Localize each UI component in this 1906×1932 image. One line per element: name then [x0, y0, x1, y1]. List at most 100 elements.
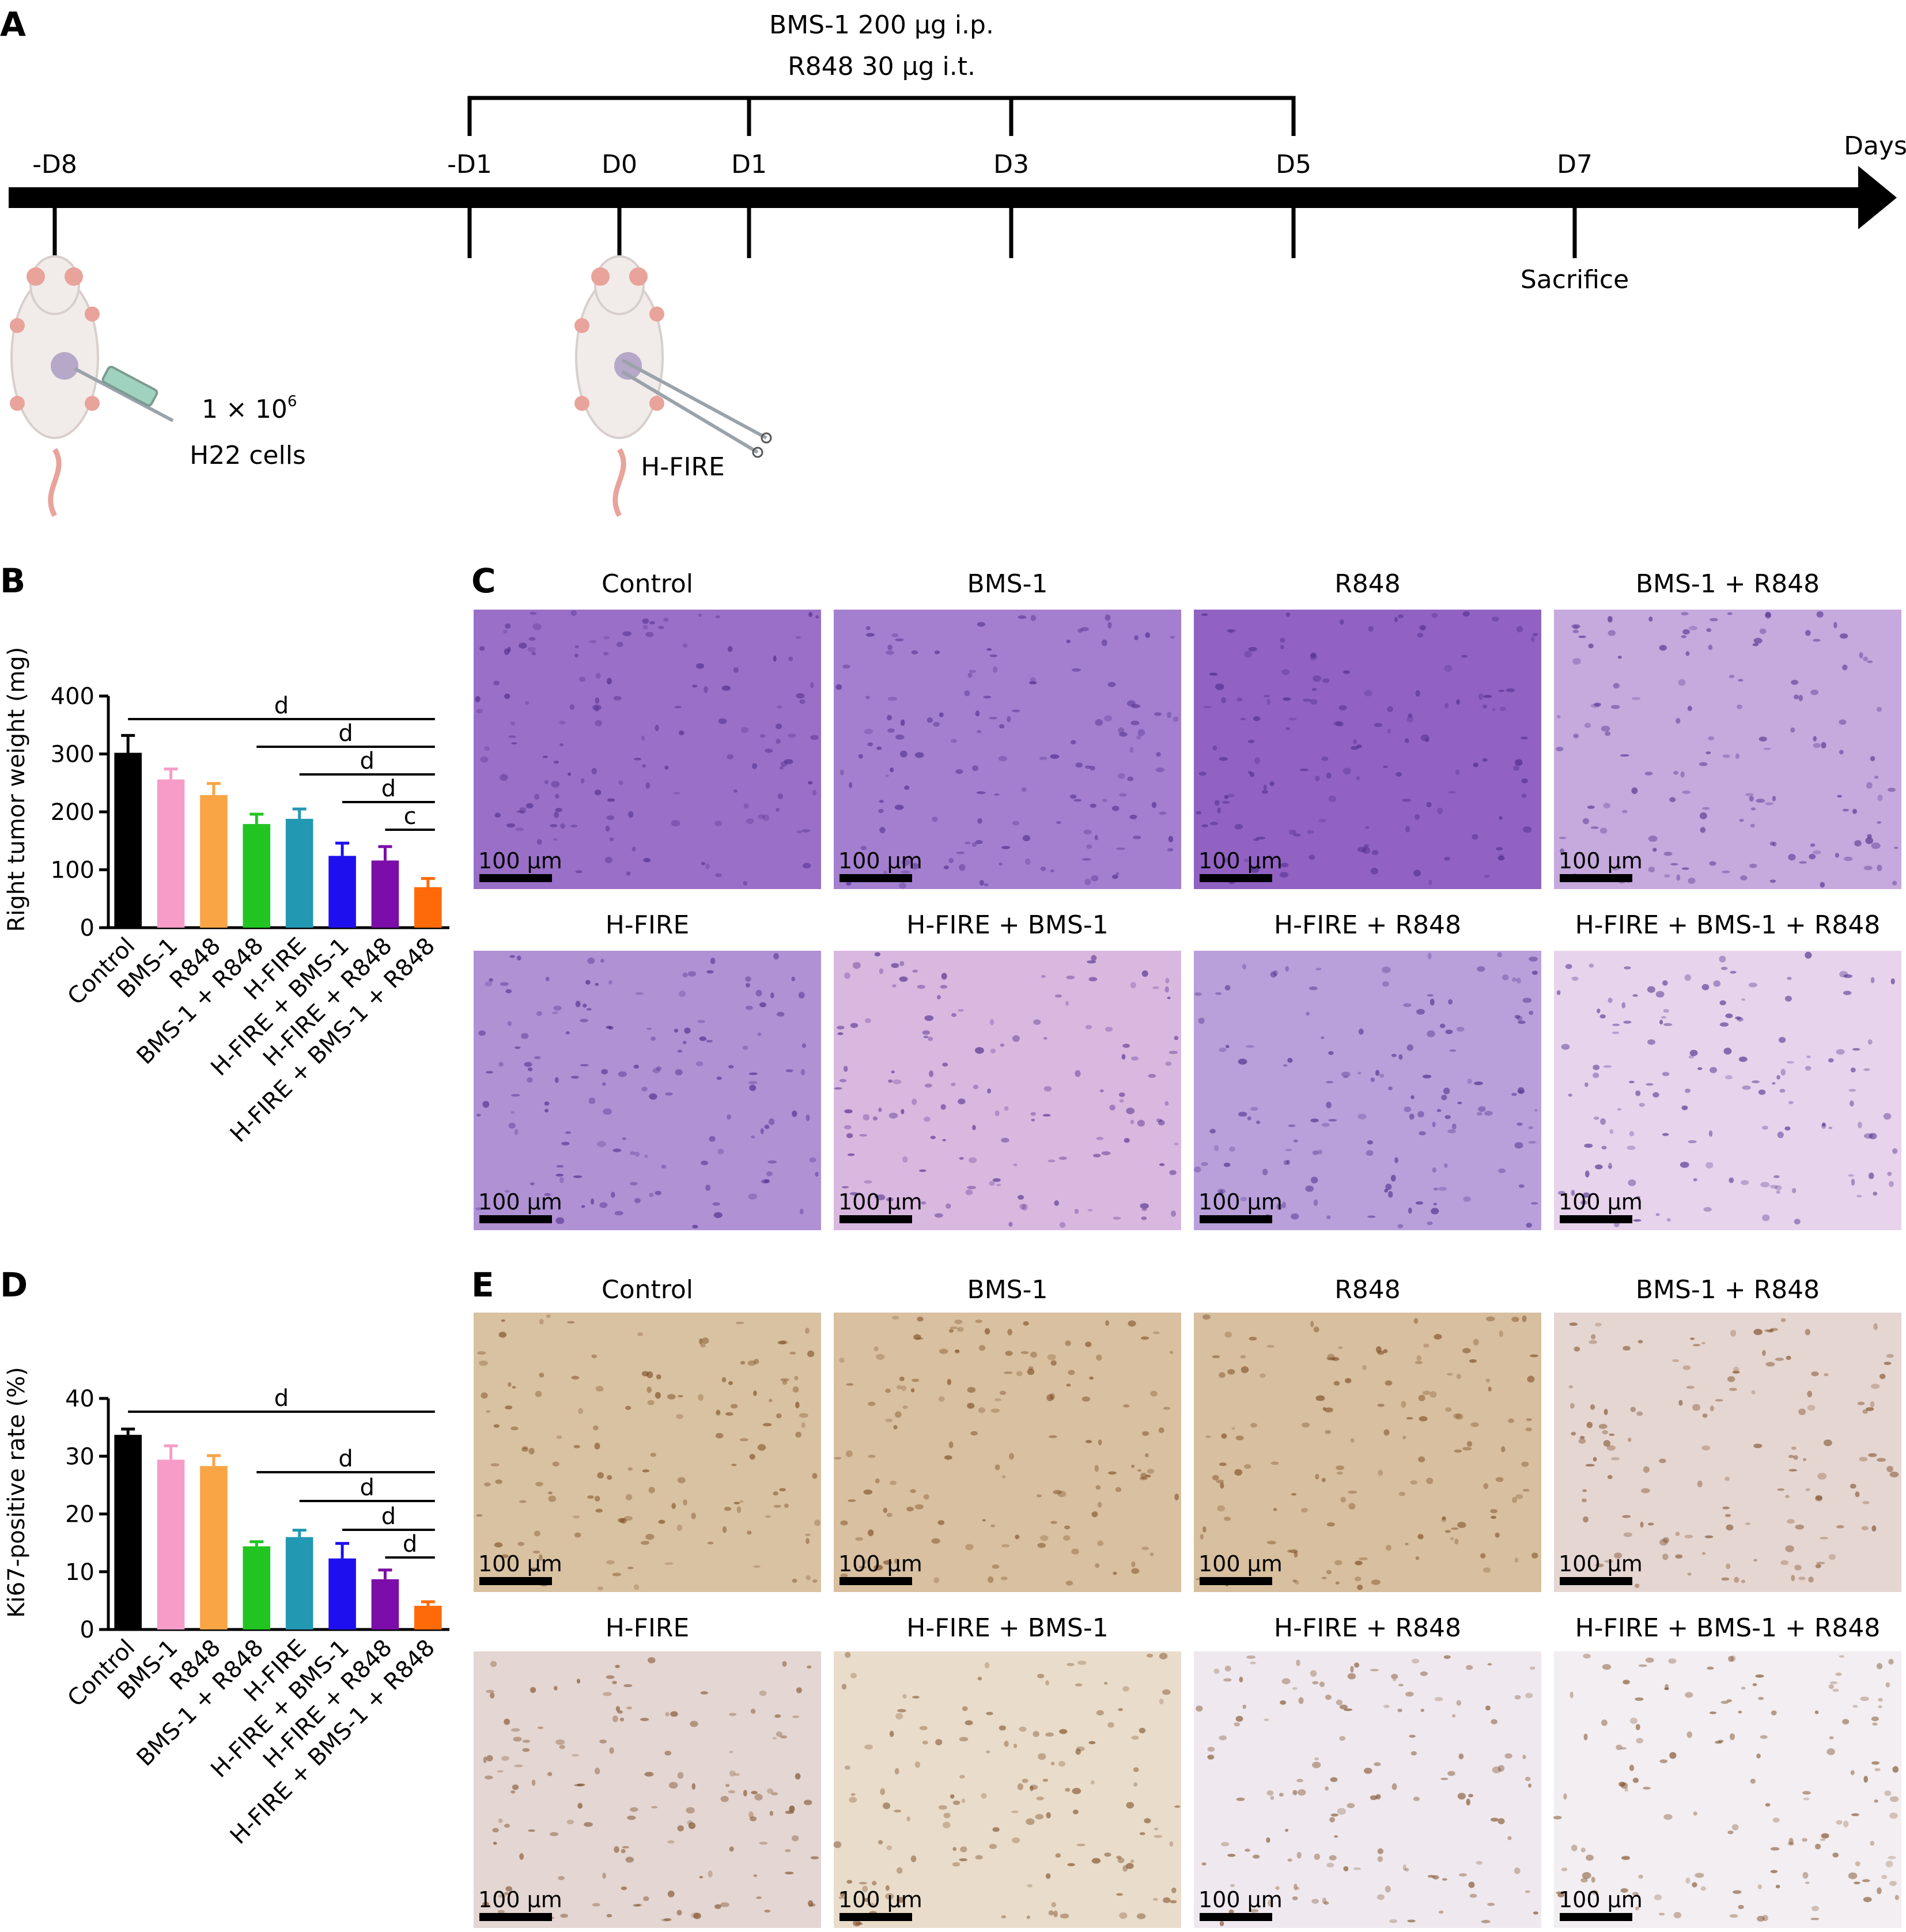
micrograph-nucleus — [1449, 1049, 1457, 1052]
micrograph-nucleus — [1140, 1203, 1149, 1209]
micrograph-nucleus — [714, 821, 723, 826]
day-label-d7: D7 — [1557, 150, 1593, 179]
micrograph-nucleus — [1240, 1355, 1246, 1359]
scale-bar-label: 100 μm — [1559, 1189, 1643, 1215]
significance-label: d — [274, 693, 289, 719]
micrograph-nucleus — [838, 1896, 846, 1899]
micrograph-nucleus — [1514, 1557, 1519, 1563]
micrograph-nucleus — [919, 1726, 928, 1730]
micrograph-nucleus — [1852, 1705, 1858, 1708]
micrograph-nucleus — [761, 1179, 769, 1184]
micrograph-nucleus — [808, 1900, 814, 1907]
micrograph-nucleus — [1394, 617, 1398, 622]
micrograph-nucleus — [1091, 1511, 1098, 1518]
bar-2 — [200, 795, 228, 928]
micrograph-nucleus — [1398, 1492, 1406, 1496]
micrograph-nucleus — [1758, 1696, 1764, 1700]
sacrifice-label: Sacrifice — [1521, 265, 1629, 294]
micrograph-nucleus — [893, 1079, 902, 1084]
micrograph-nucleus — [500, 1554, 509, 1558]
micrograph-nucleus — [1024, 858, 1031, 865]
micrograph-nucleus — [1491, 617, 1499, 622]
micrograph-nucleus — [591, 1198, 595, 1205]
micrograph-nucleus — [1227, 1854, 1236, 1857]
micrograph-nucleus — [642, 618, 649, 624]
micrograph-nucleus — [612, 1148, 622, 1152]
micrograph-nucleus — [1517, 1015, 1523, 1021]
micrograph-nucleus — [934, 1213, 943, 1218]
micrograph-nucleus — [1589, 963, 1594, 968]
micrograph-nucleus — [691, 1513, 696, 1519]
micrograph-nucleus — [1083, 829, 1092, 835]
micrograph-nucleus — [1252, 1854, 1260, 1859]
micrograph-nucleus — [1520, 736, 1528, 739]
micrograph-image — [834, 610, 1181, 889]
micrograph-nucleus — [1095, 1485, 1101, 1490]
micrograph-nucleus — [1749, 796, 1754, 802]
micrograph-nucleus — [1003, 1371, 1013, 1374]
micrograph-nucleus — [1297, 1789, 1306, 1796]
micrograph-nucleus — [1104, 1682, 1108, 1685]
micrograph-nucleus — [1119, 1099, 1124, 1103]
micrograph-nucleus — [1525, 1890, 1530, 1893]
micrograph-nucleus — [476, 709, 483, 713]
micrograph-nucleus — [555, 793, 559, 799]
micrograph-nucleus — [1147, 1654, 1154, 1658]
micrograph-nucleus — [1219, 757, 1228, 761]
micrograph-texture — [1556, 611, 1899, 888]
micrograph-nucleus — [519, 1500, 527, 1503]
micrograph-nucleus — [1750, 823, 1755, 827]
micrograph-nucleus — [1067, 1662, 1075, 1666]
micrograph-nucleus — [1350, 1666, 1354, 1673]
micrograph-nucleus — [1296, 1659, 1300, 1666]
micrograph-nucleus — [1123, 1404, 1130, 1408]
micrograph-nucleus — [1125, 1863, 1134, 1869]
micrograph-nucleus — [1224, 1517, 1231, 1521]
micrograph-nucleus — [1511, 1317, 1519, 1322]
micrograph-nucleus — [1126, 700, 1136, 707]
micrograph-nucleus — [1432, 1121, 1436, 1128]
micrograph-nucleus — [1427, 1874, 1435, 1878]
scale-bar — [839, 1215, 912, 1223]
micrograph-nucleus — [1673, 1912, 1682, 1919]
micrograph-nucleus — [1715, 1741, 1723, 1744]
micrograph-nucleus — [780, 1735, 787, 1739]
micrograph-nucleus — [948, 1441, 954, 1449]
micrograph-nucleus — [1158, 1120, 1165, 1126]
micrograph-nucleus — [692, 1224, 698, 1228]
micrograph-nucleus — [887, 644, 893, 651]
micrograph-nucleus — [1050, 754, 1060, 759]
micrograph-nucleus — [807, 1350, 815, 1358]
micrograph-nucleus — [645, 1533, 655, 1540]
micrograph-nucleus — [1795, 1524, 1805, 1530]
micrograph-nucleus — [959, 1858, 967, 1862]
micrograph-nucleus — [478, 1360, 488, 1366]
micrograph-nucleus — [534, 1530, 540, 1537]
micrograph-nucleus — [1405, 826, 1410, 833]
micrograph-nucleus — [649, 1193, 653, 1197]
micrograph-nucleus — [1570, 1403, 1575, 1409]
micrograph-nucleus — [1357, 846, 1367, 852]
micrograph-nucleus — [1616, 1744, 1623, 1750]
micrograph-nucleus — [494, 1542, 503, 1548]
micrograph-nucleus — [1045, 1873, 1051, 1879]
micrograph-nucleus — [1533, 1911, 1539, 1915]
micrograph-nucleus — [523, 1740, 530, 1743]
micrograph-nucleus — [1594, 702, 1601, 707]
micrograph-nucleus — [1391, 1673, 1398, 1680]
micrograph-nucleus — [799, 1208, 804, 1215]
micrograph-nucleus — [896, 1385, 902, 1390]
micrograph-nucleus — [876, 1353, 885, 1360]
micrograph-nucleus — [1033, 1731, 1039, 1737]
micrograph-nucleus — [1004, 1741, 1009, 1747]
micrograph-nucleus — [1415, 1201, 1424, 1205]
micrograph-nucleus — [706, 1039, 713, 1043]
micrograph-nucleus — [943, 1812, 951, 1818]
micrograph-nucleus — [1050, 869, 1054, 872]
micrograph-nucleus — [1860, 1696, 1870, 1702]
micrograph-nucleus — [1219, 1735, 1227, 1741]
micrograph-nucleus — [875, 1478, 880, 1484]
micrograph-nucleus — [1462, 1348, 1471, 1353]
micrograph-nucleus — [959, 1157, 964, 1160]
micrograph-nucleus — [943, 1821, 951, 1829]
